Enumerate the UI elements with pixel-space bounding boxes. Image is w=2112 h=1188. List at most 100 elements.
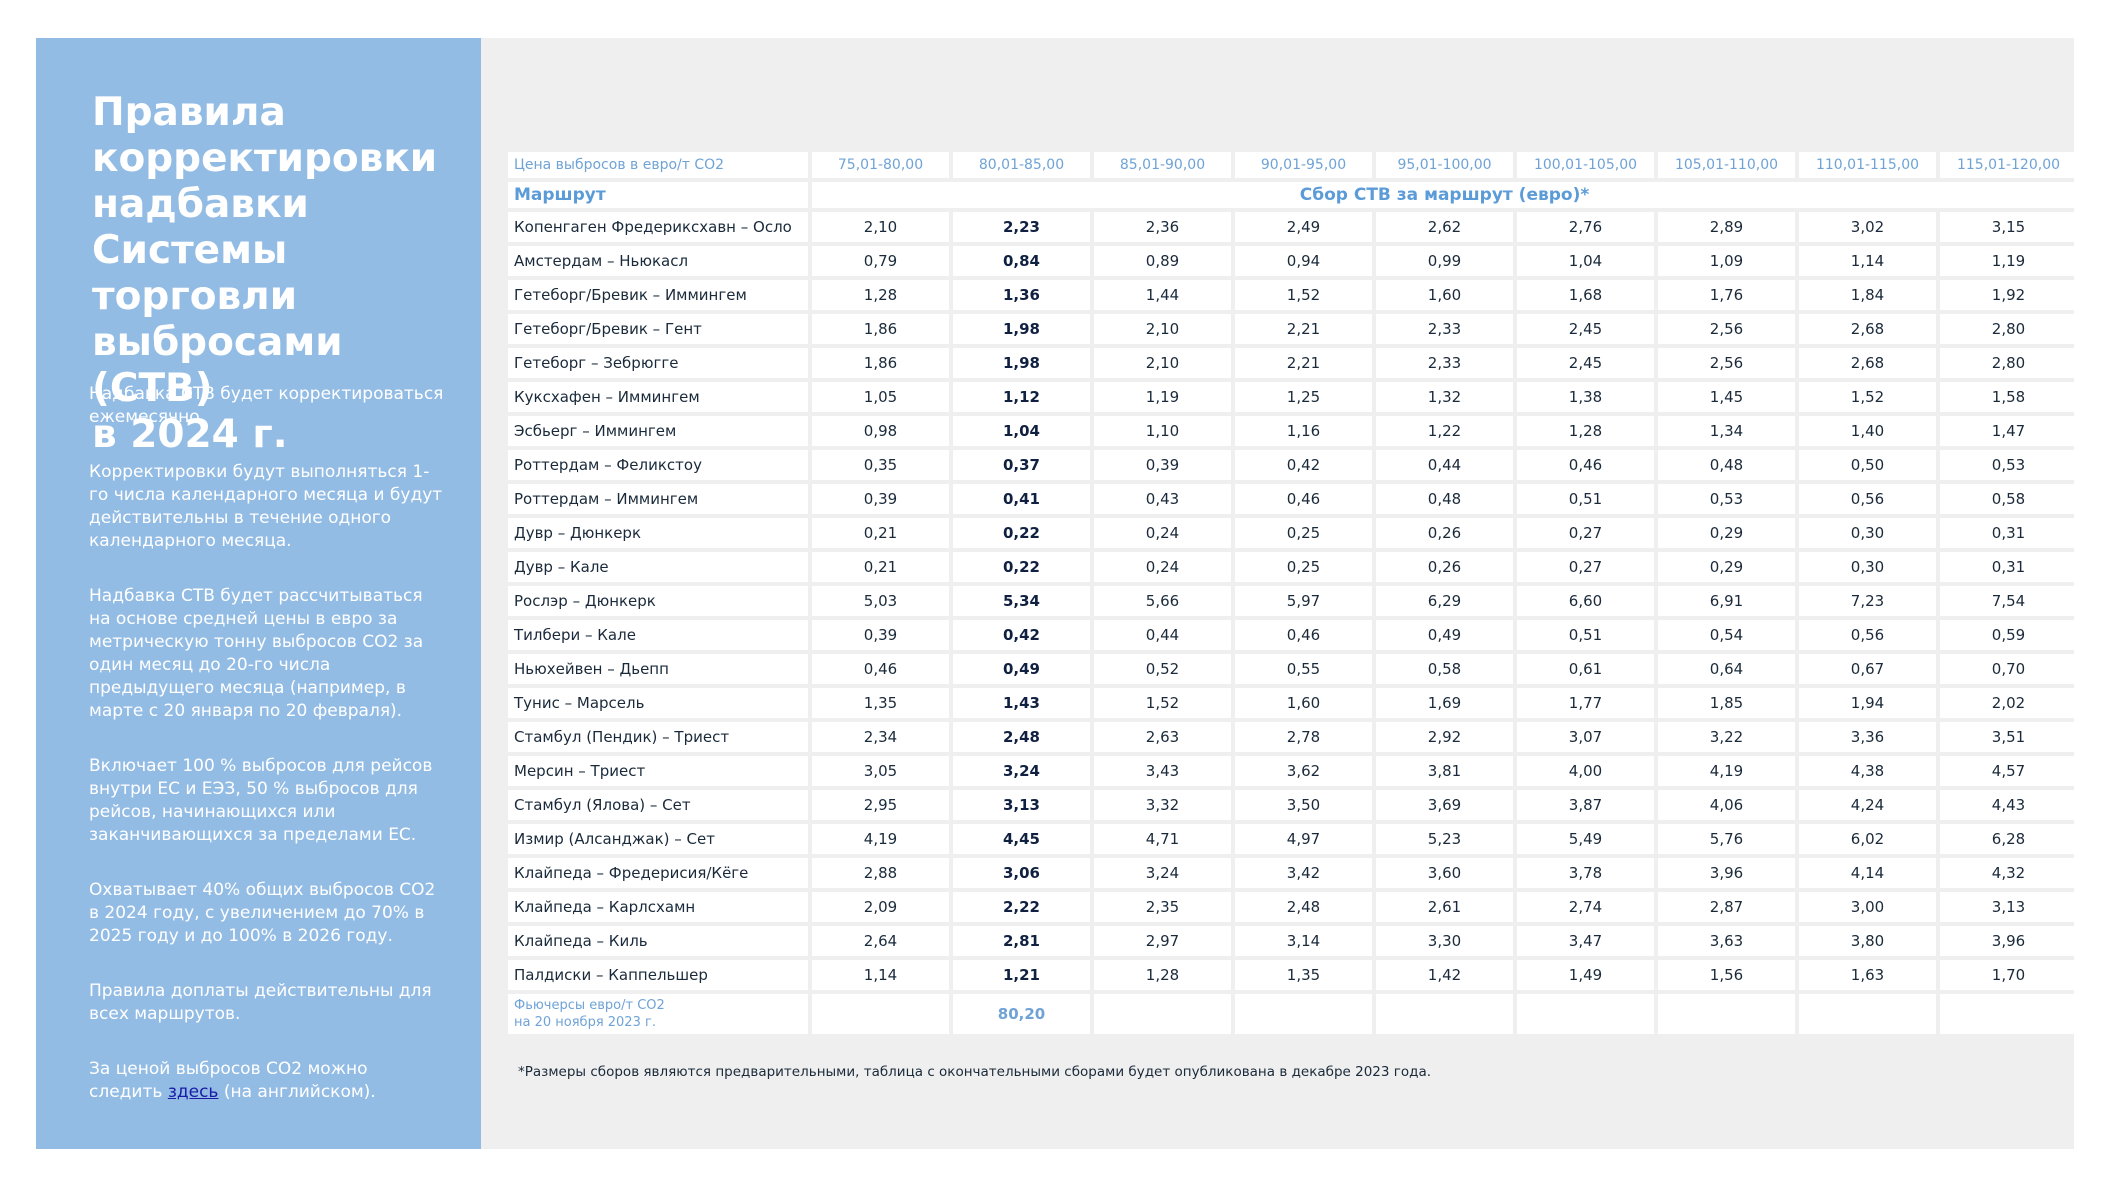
fee-value: 0,55 (1235, 654, 1372, 684)
price-range: 115,01-120,00 (1940, 152, 2077, 178)
fee-value: 4,43 (1940, 790, 2077, 820)
route-row: Роттердам – Иммингем 0,39 0,41 0,43 0,46 0,48… (508, 484, 2077, 514)
label-row: Маршрут Сбор СТВ за маршрут (евро)* (508, 182, 2077, 208)
fee-value: 2,68 (1799, 314, 1936, 344)
fee-value: 1,52 (1235, 280, 1372, 310)
fee-value: 2,22 (953, 892, 1090, 922)
fee-value: 1,63 (1799, 960, 1936, 990)
fee-value: 2,45 (1517, 348, 1654, 378)
fee-value: 0,94 (1235, 246, 1372, 276)
fee-value: 1,36 (953, 280, 1090, 310)
futures-cell (1376, 994, 1513, 1034)
fee-value: 1,32 (1376, 382, 1513, 412)
route-row: Гетеборг/Бревик – Иммингем 1,28 1,36 1,44 1,… (508, 280, 2077, 310)
fee-value: 1,85 (1658, 688, 1795, 718)
fee-value: 2,10 (1094, 314, 1231, 344)
fee-value: 0,25 (1235, 552, 1372, 582)
fee-value: 1,04 (1517, 246, 1654, 276)
fee-value: 2,45 (1517, 314, 1654, 344)
fee-value: 0,54 (1658, 620, 1795, 650)
fee-value: 1,16 (1235, 416, 1372, 446)
fee-value: 1,43 (953, 688, 1090, 718)
fee-value: 3,24 (1094, 858, 1231, 888)
fee-value: 1,98 (953, 314, 1090, 344)
fee-value: 2,10 (1094, 348, 1231, 378)
fee-value: 7,54 (1940, 586, 2077, 616)
fee-value: 0,29 (1658, 518, 1795, 548)
fee-table: Цена выбросов в евро/т CO2 75,01-80,00 80,… (504, 148, 2081, 1038)
fee-value: 2,34 (812, 722, 949, 752)
fee-value: 0,46 (812, 654, 949, 684)
route-row: Эсбьерг – Иммингем 0,98 1,04 1,10 1,16 1,22 1,… (508, 416, 2077, 446)
fee-value: 0,31 (1940, 518, 2077, 548)
fee-value: 1,14 (1799, 246, 1936, 276)
fee-value: 0,39 (812, 484, 949, 514)
fee-value: 0,89 (1094, 246, 1231, 276)
route-name: Стамбул (Пендик) – Триест (508, 722, 808, 752)
fee-value: 1,42 (1376, 960, 1513, 990)
route-row: Копенгаген Фредериксхавн – Осло 2,10 2,23 2… (508, 212, 2077, 242)
fee-value: 3,13 (953, 790, 1090, 820)
fee-value: 0,53 (1658, 484, 1795, 514)
fee-value: 1,14 (812, 960, 949, 990)
fee-value: 0,37 (953, 450, 1090, 480)
fee-value: 2,48 (953, 722, 1090, 752)
fee-value: 1,28 (1094, 960, 1231, 990)
route-row: Роттердам – Феликстоу 0,35 0,37 0,39 0,42 0,4… (508, 450, 2077, 480)
fee-value: 1,68 (1517, 280, 1654, 310)
fee-value: 0,56 (1799, 484, 1936, 514)
fee-value: 0,22 (953, 518, 1090, 548)
paragraph: Включает 100 % выбросов для рейсов внутр… (89, 756, 433, 845)
fee-value: 7,23 (1799, 586, 1936, 616)
fee-value: 3,07 (1517, 722, 1654, 752)
futures-cell (1235, 994, 1372, 1034)
fee-value: 1,92 (1940, 280, 2077, 310)
fee-value: 3,50 (1235, 790, 1372, 820)
fee-value: 0,46 (1235, 620, 1372, 650)
paragraph: Правила доплаты действительны для всех м… (89, 981, 432, 1024)
fee-value: 1,86 (812, 314, 949, 344)
fee-value: 0,31 (1940, 552, 2077, 582)
fee-value: 1,38 (1517, 382, 1654, 412)
futures-cell (812, 994, 949, 1034)
fee-value: 5,34 (953, 586, 1090, 616)
fee-value: 2,92 (1376, 722, 1513, 752)
fee-value: 4,38 (1799, 756, 1936, 786)
fee-value: 1,69 (1376, 688, 1513, 718)
fee-value: 4,06 (1658, 790, 1795, 820)
route-name: Гетеборг/Бревик – Гент (508, 314, 808, 344)
fee-value: 2,49 (1235, 212, 1372, 242)
fee-value: 1,58 (1940, 382, 2077, 412)
fee-value: 0,70 (1940, 654, 2077, 684)
paragraph: Охватывает 40% общих выбросов CO2 в 2024… (89, 880, 436, 946)
fee-value: 1,86 (812, 348, 949, 378)
fee-value: 2,61 (1376, 892, 1513, 922)
fee-value: 3,06 (953, 858, 1090, 888)
fee-value: 3,02 (1799, 212, 1936, 242)
fee-value: 1,25 (1235, 382, 1372, 412)
fee-value: 0,61 (1517, 654, 1654, 684)
fee-value: 1,34 (1658, 416, 1795, 446)
fee-value: 0,49 (953, 654, 1090, 684)
title-line: надбавки (92, 182, 309, 227)
route-row: Мерсин – Триест 3,05 3,24 3,43 3,62 3,81 4,00 4… (508, 756, 2077, 786)
route-name: Роттердам – Феликстоу (508, 450, 808, 480)
fee-value: 2,23 (953, 212, 1090, 242)
fee-value: 1,45 (1658, 382, 1795, 412)
fee-value: 0,21 (812, 518, 949, 548)
fee-value: 3,36 (1799, 722, 1936, 752)
route-name: Клайпеда – Фредерисия/Кёге (508, 858, 808, 888)
fee-value: 4,32 (1940, 858, 2077, 888)
fee-value: 0,39 (1094, 450, 1231, 480)
route-name: Амстердам – Ньюкасл (508, 246, 808, 276)
fee-value: 1,40 (1799, 416, 1936, 446)
link[interactable]: здесь (167, 1082, 219, 1102)
fee-value: 1,44 (1094, 280, 1231, 310)
route-label: Маршрут (508, 182, 808, 208)
futures-cell: 80,20 (953, 994, 1090, 1034)
fee-value: 3,96 (1658, 858, 1795, 888)
fee-value: 1,76 (1658, 280, 1795, 310)
title-line: Системы торговли (92, 228, 298, 319)
fee-value: 1,94 (1799, 688, 1936, 718)
